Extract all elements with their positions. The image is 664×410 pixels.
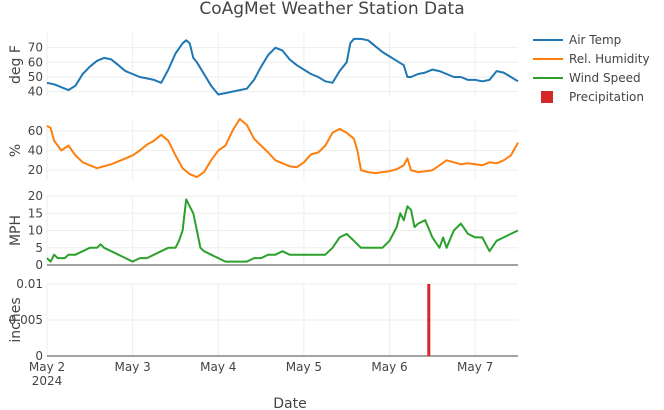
legend-label: Wind Speed: [569, 71, 641, 85]
y-tick-label: 0: [35, 258, 43, 272]
y-tick-label: 5: [35, 241, 43, 255]
x-tick-label: May 6: [371, 360, 407, 374]
y-tick-label: 0.01: [16, 277, 43, 291]
legend: Air Temp Rel. Humidity Wind Speed Precipita…: [533, 33, 650, 104]
x-tick-label: May 4: [200, 360, 236, 374]
y-tick-label: 15: [28, 206, 43, 220]
y-tick-label: 0: [35, 349, 43, 363]
y-tick-label: 20: [28, 189, 43, 203]
x-tick-sublabel: 2024: [32, 374, 63, 388]
y-tick-label: 10: [28, 224, 43, 238]
x-tick-label: May 5: [286, 360, 322, 374]
y-tick-label: 60: [28, 55, 43, 69]
panel-4: 0 0.005 0.01 inches: [8, 277, 518, 363]
legend-label: Rel. Humidity: [569, 52, 650, 66]
wind-speed-line: [46, 198, 519, 263]
y-tick-label: 40: [28, 144, 43, 158]
y-tick-label: 70: [28, 41, 43, 55]
legend-label: Precipitation: [569, 90, 644, 104]
y-axis-label: MPH: [8, 215, 24, 246]
y-tick-label: 40: [28, 85, 43, 99]
y-axis-label: inches: [8, 297, 24, 342]
x-axis-label: Date: [273, 396, 306, 410]
legend-item[interactable]: Air Temp: [533, 33, 621, 47]
rel-humidity-line: [46, 118, 519, 179]
legend-item[interactable]: Rel. Humidity: [533, 52, 650, 66]
chart-title: CoAgMet Weather Station Data: [199, 0, 464, 19]
panel-3: 0 5 10 15 20 MPH: [8, 189, 519, 272]
y-tick-label: 50: [28, 70, 43, 84]
legend-label: Air Temp: [569, 33, 621, 47]
x-tick-label: May 7: [457, 360, 493, 374]
y-tick-label: 0.005: [9, 313, 43, 327]
precipitation-bar: [427, 284, 431, 356]
panel-2: 20 40 60%: [8, 118, 519, 180]
y-tick-label: 20: [28, 163, 43, 177]
x-tick-label: May 2: [29, 360, 65, 374]
y-axis-label: %: [8, 144, 24, 157]
y-tick-label: 60: [28, 124, 43, 138]
legend-item[interactable]: Wind Speed: [533, 71, 641, 85]
y-axis-label: deg F: [8, 45, 24, 84]
legend-item[interactable]: Precipitation: [541, 90, 644, 104]
air-temp-line: [46, 37, 519, 96]
x-tick-label: May 3: [115, 360, 151, 374]
legend-swatch: [541, 91, 553, 103]
